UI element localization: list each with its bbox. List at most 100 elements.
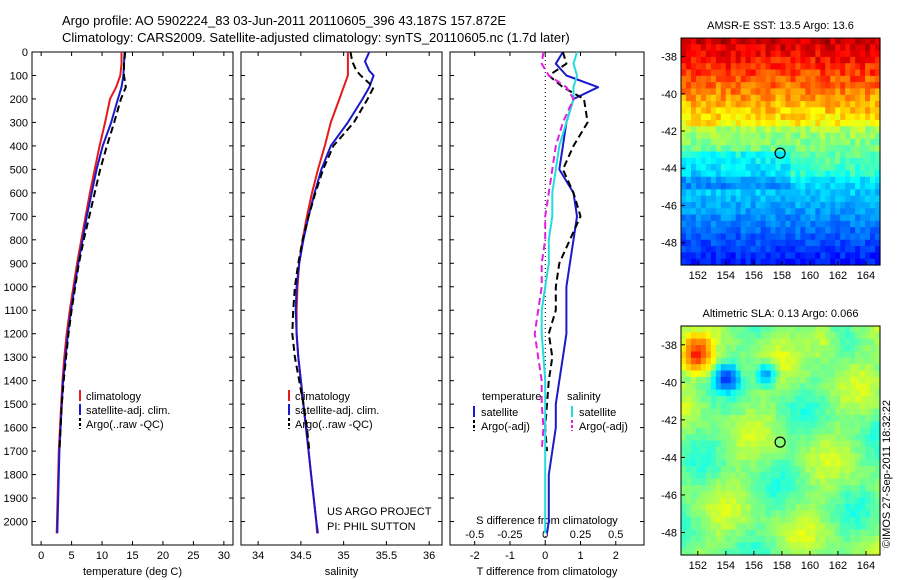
legend-label-1: Argo(-adj) <box>481 421 530 433</box>
y-tick-label: 900 <box>10 258 28 270</box>
legend-label-3: Argo(-adj) <box>579 421 628 433</box>
map-x-tick-label: 154 <box>717 270 735 282</box>
legend-label-1: satellite-adj. clim. <box>86 405 170 417</box>
pi-credit: PI: PHIL SUTTON <box>327 521 416 533</box>
legend-header-salinity: salinity <box>567 391 601 403</box>
y-tick-label: 1900 <box>4 493 28 505</box>
x-tick-label: 2 <box>613 550 619 562</box>
map-frame <box>680 37 881 266</box>
map-x-tick-label: 154 <box>717 560 735 572</box>
y-tick-label: 500 <box>10 164 28 176</box>
y-tick-label: 1000 <box>4 282 28 294</box>
y-tick-label: 300 <box>10 117 28 129</box>
map-y-tick-label: -42 <box>661 126 677 138</box>
y-tick-label: 1800 <box>4 470 28 482</box>
y-tick-label: 100 <box>10 70 28 82</box>
map-x-tick-label: 158 <box>773 270 791 282</box>
profile-panel-0: 0100200300400500600700800900100011001200… <box>4 47 234 578</box>
legend-header-temperature: temperature <box>482 391 541 403</box>
legend-label-2: satellite <box>579 407 616 419</box>
y-tick-label: 0 <box>22 47 28 59</box>
x-tick-label: 30 <box>218 550 230 562</box>
series-line-2 <box>58 51 127 452</box>
map-y-tick-label: -40 <box>661 89 677 101</box>
map-x-tick-label: 158 <box>773 560 791 572</box>
plot-frame <box>240 51 443 546</box>
legend-label-2: Argo(..raw -QC) <box>295 419 373 431</box>
map-x-tick-label: 156 <box>745 560 763 572</box>
top-x-tick-label: -0.5 <box>465 529 484 541</box>
y-tick-label: 800 <box>10 235 28 247</box>
y-tick-label: 1400 <box>4 376 28 388</box>
y-tick-label: 700 <box>10 211 28 223</box>
map-y-tick-label: -38 <box>661 340 677 352</box>
y-tick-label: 200 <box>10 94 28 106</box>
x-tick-label: 36 <box>423 550 435 562</box>
top-x-tick-label: 0.5 <box>608 529 623 541</box>
profile-panel-1: 34 34.5 35 35.5 36 salinity climatology satelli… <box>240 51 443 578</box>
map-x-tick-label: 160 <box>801 560 819 572</box>
imos-stamp: ©IMOS 27-Sep-2011 18:32:22 <box>881 400 893 548</box>
x-tick-label: 34.5 <box>290 550 311 562</box>
x-tick-label: 35 <box>338 550 350 562</box>
x-tick-label: 20 <box>157 550 169 562</box>
x-tick-label: -2 <box>470 550 480 562</box>
figure-title-line1: Argo profile: AO 5902224_83 03-Jun-2011 … <box>62 13 506 28</box>
x-axis-label-bottom: T difference from climatology <box>477 566 618 578</box>
map-x-tick-label: 164 <box>857 560 875 572</box>
legend-label-0: climatology <box>295 391 351 403</box>
map-x-tick-label: 156 <box>745 270 763 282</box>
x-tick-label: 15 <box>126 550 138 562</box>
y-tick-label: 1300 <box>4 352 28 364</box>
legend-label-1: satellite-adj. clim. <box>295 405 379 417</box>
legend-label-0: climatology <box>86 391 142 403</box>
map-y-tick-label: -48 <box>661 527 677 539</box>
map-y-tick-label: -42 <box>661 415 677 427</box>
map-x-tick-label: 152 <box>689 270 707 282</box>
series-line-2 <box>540 51 578 534</box>
x-axis-label: salinity <box>325 566 359 578</box>
x-tick-label: 0 <box>542 550 548 562</box>
plot-frame <box>449 51 645 546</box>
map-x-tick-label: 164 <box>857 270 875 282</box>
y-tick-label: 2000 <box>4 517 28 529</box>
map-x-tick-label: 162 <box>829 560 847 572</box>
x-tick-label: 35.5 <box>376 550 397 562</box>
y-tick-label: 1500 <box>4 399 28 411</box>
plot-frame <box>31 51 234 546</box>
map-x-tick-label: 160 <box>801 270 819 282</box>
x-tick-label: 25 <box>187 550 199 562</box>
series-line-2 <box>291 51 375 452</box>
map-y-tick-label: -46 <box>661 490 677 502</box>
x-axis-label: temperature (deg C) <box>83 566 182 578</box>
x-tick-label: 1 <box>577 550 583 562</box>
x-axis-label-top: S difference from climatology <box>476 515 618 527</box>
map-y-tick-label: -38 <box>661 52 677 64</box>
map-x-tick-label: 162 <box>829 270 847 282</box>
map-x-tick-label: 152 <box>689 560 707 572</box>
top-x-tick-label: 0 <box>542 529 548 541</box>
map-frame <box>680 325 881 556</box>
map-y-tick-label: -48 <box>661 238 677 250</box>
x-tick-label: 5 <box>69 550 75 562</box>
profile-panel-2: -2 -1 0 1 2 T difference from climatology S di… <box>449 51 645 578</box>
y-tick-label: 1700 <box>4 446 28 458</box>
x-tick-label: 34 <box>252 550 264 562</box>
legend-label-0: satellite <box>481 407 518 419</box>
sla-map: Altimetric SLA: 0.13 Argo: 0.066 152 154 15… <box>661 308 881 572</box>
x-tick-label: 10 <box>96 550 108 562</box>
top-x-tick-label: 0.25 <box>570 529 591 541</box>
series-line-3 <box>533 51 575 452</box>
x-tick-label: 0 <box>38 550 44 562</box>
x-tick-label: -1 <box>505 550 515 562</box>
series-line-0 <box>546 51 600 534</box>
series-line-1 <box>56 51 126 534</box>
chart-panels: 0100200300400500600700800900100011001200… <box>4 20 881 578</box>
map-title: AMSR-E SST: 13.5 Argo: 13.6 <box>707 20 854 32</box>
project-credit: US ARGO PROJECT <box>327 506 432 518</box>
map-y-tick-label: -46 <box>661 200 677 212</box>
argo-position-marker <box>774 147 786 159</box>
map-y-tick-label: -40 <box>661 377 677 389</box>
map-cells <box>681 326 881 556</box>
figure-title-line2: Climatology: CARS2009. Satellite-adjuste… <box>62 30 570 45</box>
